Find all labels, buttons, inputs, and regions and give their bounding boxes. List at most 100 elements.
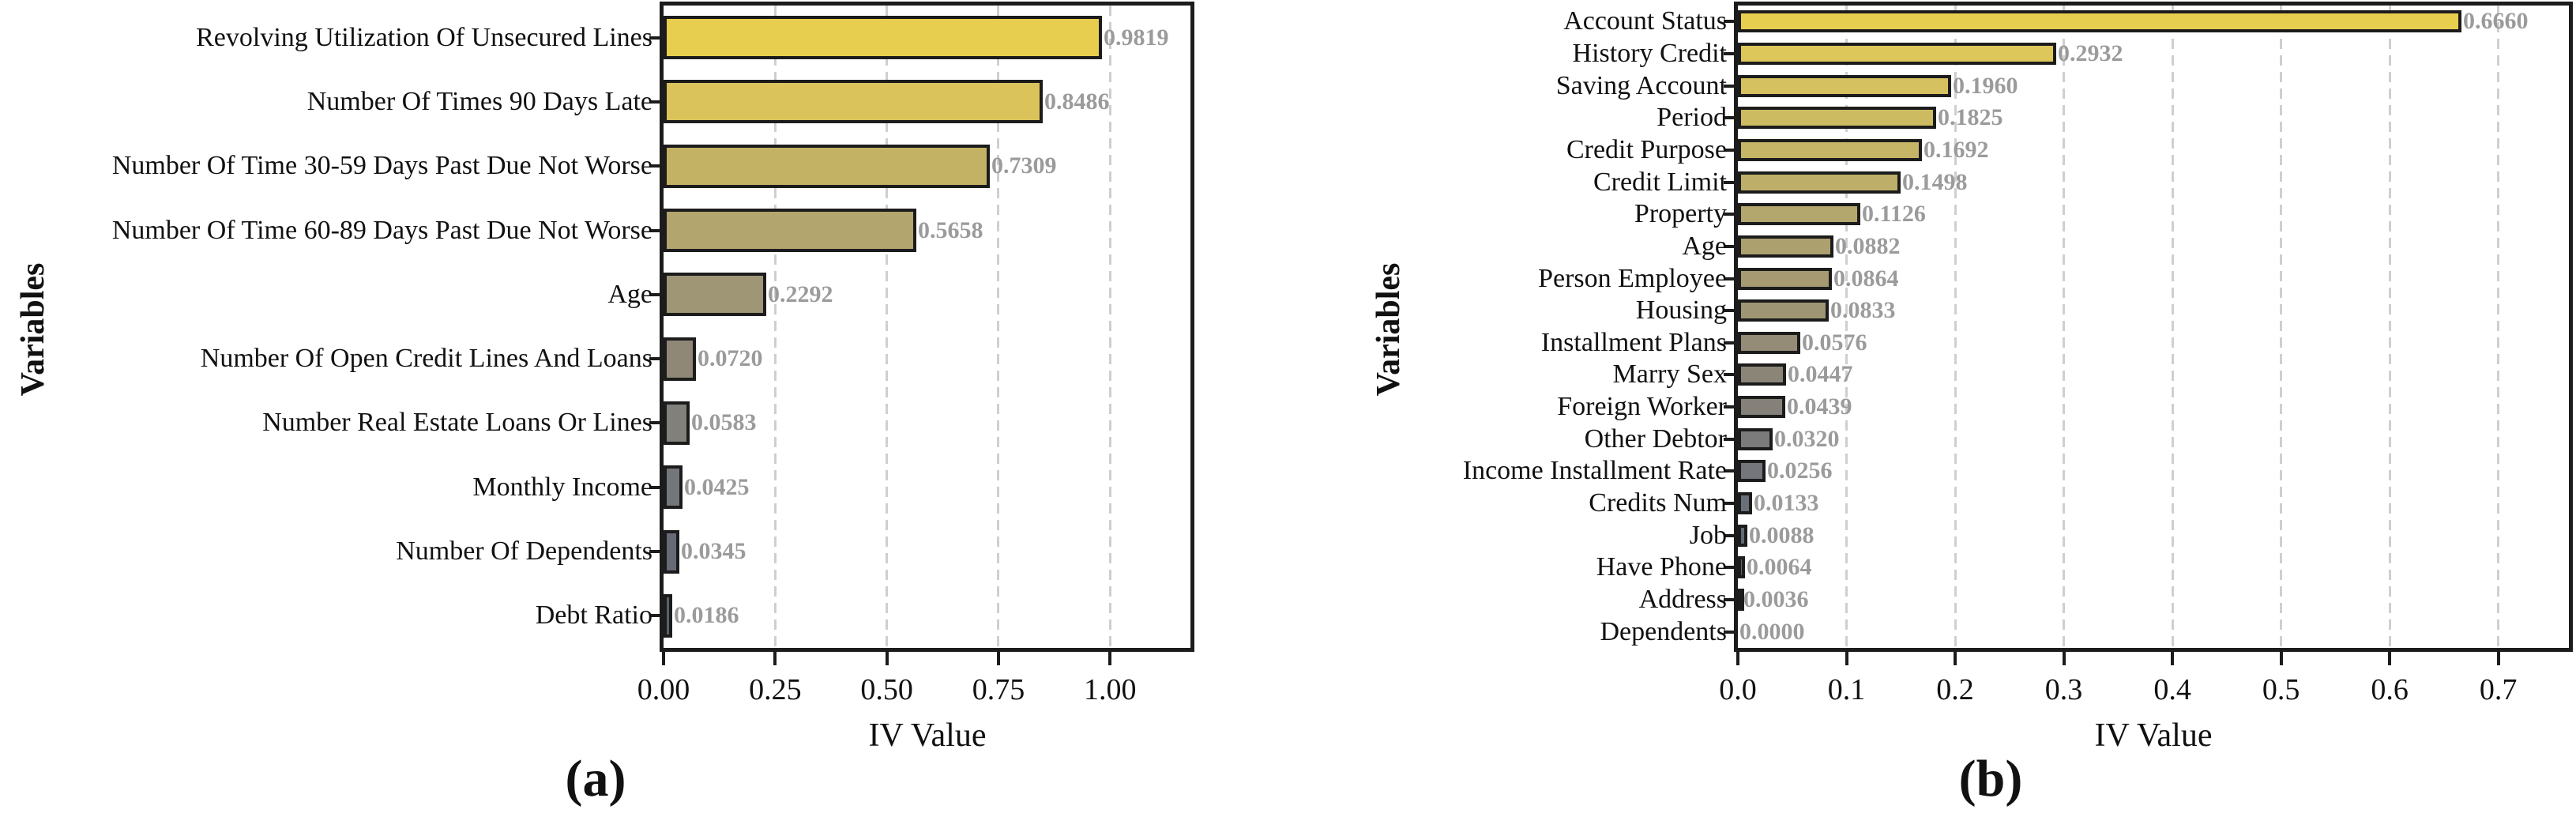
x-tick-label: 0.2: [1936, 673, 1974, 706]
bar: [664, 530, 679, 574]
bar: [1738, 203, 1860, 225]
x-tick: [996, 652, 1000, 665]
category-label: Account Status: [1563, 6, 1727, 36]
bar-value-label: 0.1692: [1924, 137, 1989, 163]
bar: [664, 16, 1102, 59]
bar: [1738, 10, 2461, 32]
category-label: Period: [1657, 103, 1727, 132]
category-label: History Credit: [1572, 39, 1727, 68]
y-tick: [1724, 502, 1738, 505]
category-label: Person Employee: [1538, 264, 1727, 293]
category-label: Credit Purpose: [1566, 135, 1727, 164]
x-tick: [2171, 652, 2175, 665]
bar-value-label: 0.7309: [991, 152, 1057, 179]
bar: [664, 209, 916, 252]
bar-value-label: 0.0064: [1747, 554, 1812, 580]
bar-value-label: 0.0133: [1754, 490, 1819, 516]
bar: [1738, 363, 1786, 386]
bar: [1738, 492, 1752, 514]
y-tick: [1724, 181, 1738, 184]
axis-x-label: IV Value: [2094, 717, 2213, 754]
x-tick-label: 0.3: [2044, 673, 2083, 706]
bar-value-label: 0.0447: [1788, 361, 1853, 387]
x-tick: [1736, 652, 1739, 665]
x-tick: [2062, 652, 2066, 665]
axis-x-label: IV Value: [868, 717, 987, 754]
caption: (a): [565, 750, 626, 808]
plot-area: 0.6660 0.2932 0.1960 0.1825 0.1692 0.1498 0.11…: [1734, 2, 2573, 652]
bar: [1738, 556, 1745, 578]
bar-value-label: 0.0256: [1767, 457, 1833, 484]
gridline: [886, 6, 889, 648]
x-tick: [773, 652, 777, 665]
gridline: [1108, 6, 1111, 648]
bar: [1738, 460, 1766, 482]
x-tick: [2496, 652, 2500, 665]
bar-value-label: 0.0833: [1830, 297, 1896, 323]
bar-value-label: 0.0583: [691, 409, 757, 435]
gridline: [2171, 6, 2174, 648]
x-tick: [885, 652, 889, 665]
y-tick: [1724, 373, 1738, 376]
caption: (b): [1958, 750, 2023, 808]
y-tick: [649, 550, 664, 553]
category-label: Installment Plans: [1540, 328, 1727, 357]
gridline: [2497, 6, 2500, 648]
bar: [664, 337, 696, 381]
category-label: Credit Limit: [1593, 168, 1727, 197]
plot-area: 0.9819 0.8486 0.7309 0.5658 0.2292 0.0720 0.05…: [660, 2, 1194, 652]
y-tick: [1724, 245, 1738, 248]
y-tick: [649, 421, 664, 424]
bar: [1738, 235, 1833, 258]
category-label: Number Real Estate Loans Or Lines: [262, 408, 652, 437]
bar: [1738, 171, 1901, 194]
category-label: Number Of Time 60-89 Days Past Due Not W…: [111, 216, 652, 245]
y-tick: [649, 36, 664, 40]
y-tick: [649, 486, 664, 489]
x-tick: [2279, 652, 2283, 665]
panel-a: Variables 0.9819 0.8486 0.7309 0.5658 0.2292…: [15, 2, 1194, 808]
category-label: Number Of Open Credit Lines And Loans: [200, 344, 652, 373]
category-label: Job: [1689, 521, 1727, 550]
y-tick: [649, 100, 664, 104]
bar: [1738, 396, 1785, 418]
bar-value-label: 0.0439: [1787, 393, 1852, 420]
bar-value-label: 0.0882: [1835, 233, 1901, 259]
x-tick-label: 0.5: [2262, 673, 2300, 706]
x-tick: [662, 652, 665, 665]
gridline: [1845, 6, 1848, 648]
gridline: [2280, 6, 2283, 648]
x-tick-label: 0.50: [860, 673, 913, 706]
bar-value-label: 0.0425: [684, 474, 750, 500]
bar: [664, 273, 766, 316]
bar: [664, 594, 672, 638]
bar: [1738, 139, 1922, 161]
category-label: Other Debtor: [1584, 424, 1727, 454]
y-tick: [1724, 598, 1738, 601]
category-label: Saving Account: [1555, 71, 1727, 100]
bar-value-label: 0.0320: [1774, 426, 1840, 452]
bar-value-label: 0.0720: [698, 345, 763, 371]
bar-value-label: 0.9819: [1104, 24, 1169, 51]
category-label: Monthly Income: [472, 472, 652, 502]
x-tick-label: 1.00: [1084, 673, 1137, 706]
bar-value-label: 0.0864: [1833, 265, 1899, 292]
x-tick-label: 0.6: [2371, 673, 2409, 706]
category-label: Debt Ratio: [535, 600, 652, 630]
y-tick: [1724, 116, 1738, 119]
bar-value-label: 0.0088: [1749, 522, 1814, 548]
category-label: Have Phone: [1596, 552, 1727, 582]
bar-value-label: 0.2932: [2058, 40, 2123, 66]
bar: [1738, 589, 1744, 611]
category-label: Foreign Worker: [1557, 392, 1727, 421]
y-tick: [1724, 631, 1738, 634]
bar-value-label: 0.0186: [674, 602, 739, 628]
bar-value-label: 0.0000: [1739, 619, 1805, 645]
y-tick: [1724, 309, 1738, 312]
gridline: [2063, 6, 2066, 648]
axis-y-label: Variables: [15, 262, 51, 397]
category-label: Number Of Times 90 Days Late: [306, 87, 652, 116]
category-label: Marry Sex: [1612, 360, 1727, 389]
y-tick: [1724, 438, 1738, 441]
bar: [1738, 299, 1829, 322]
